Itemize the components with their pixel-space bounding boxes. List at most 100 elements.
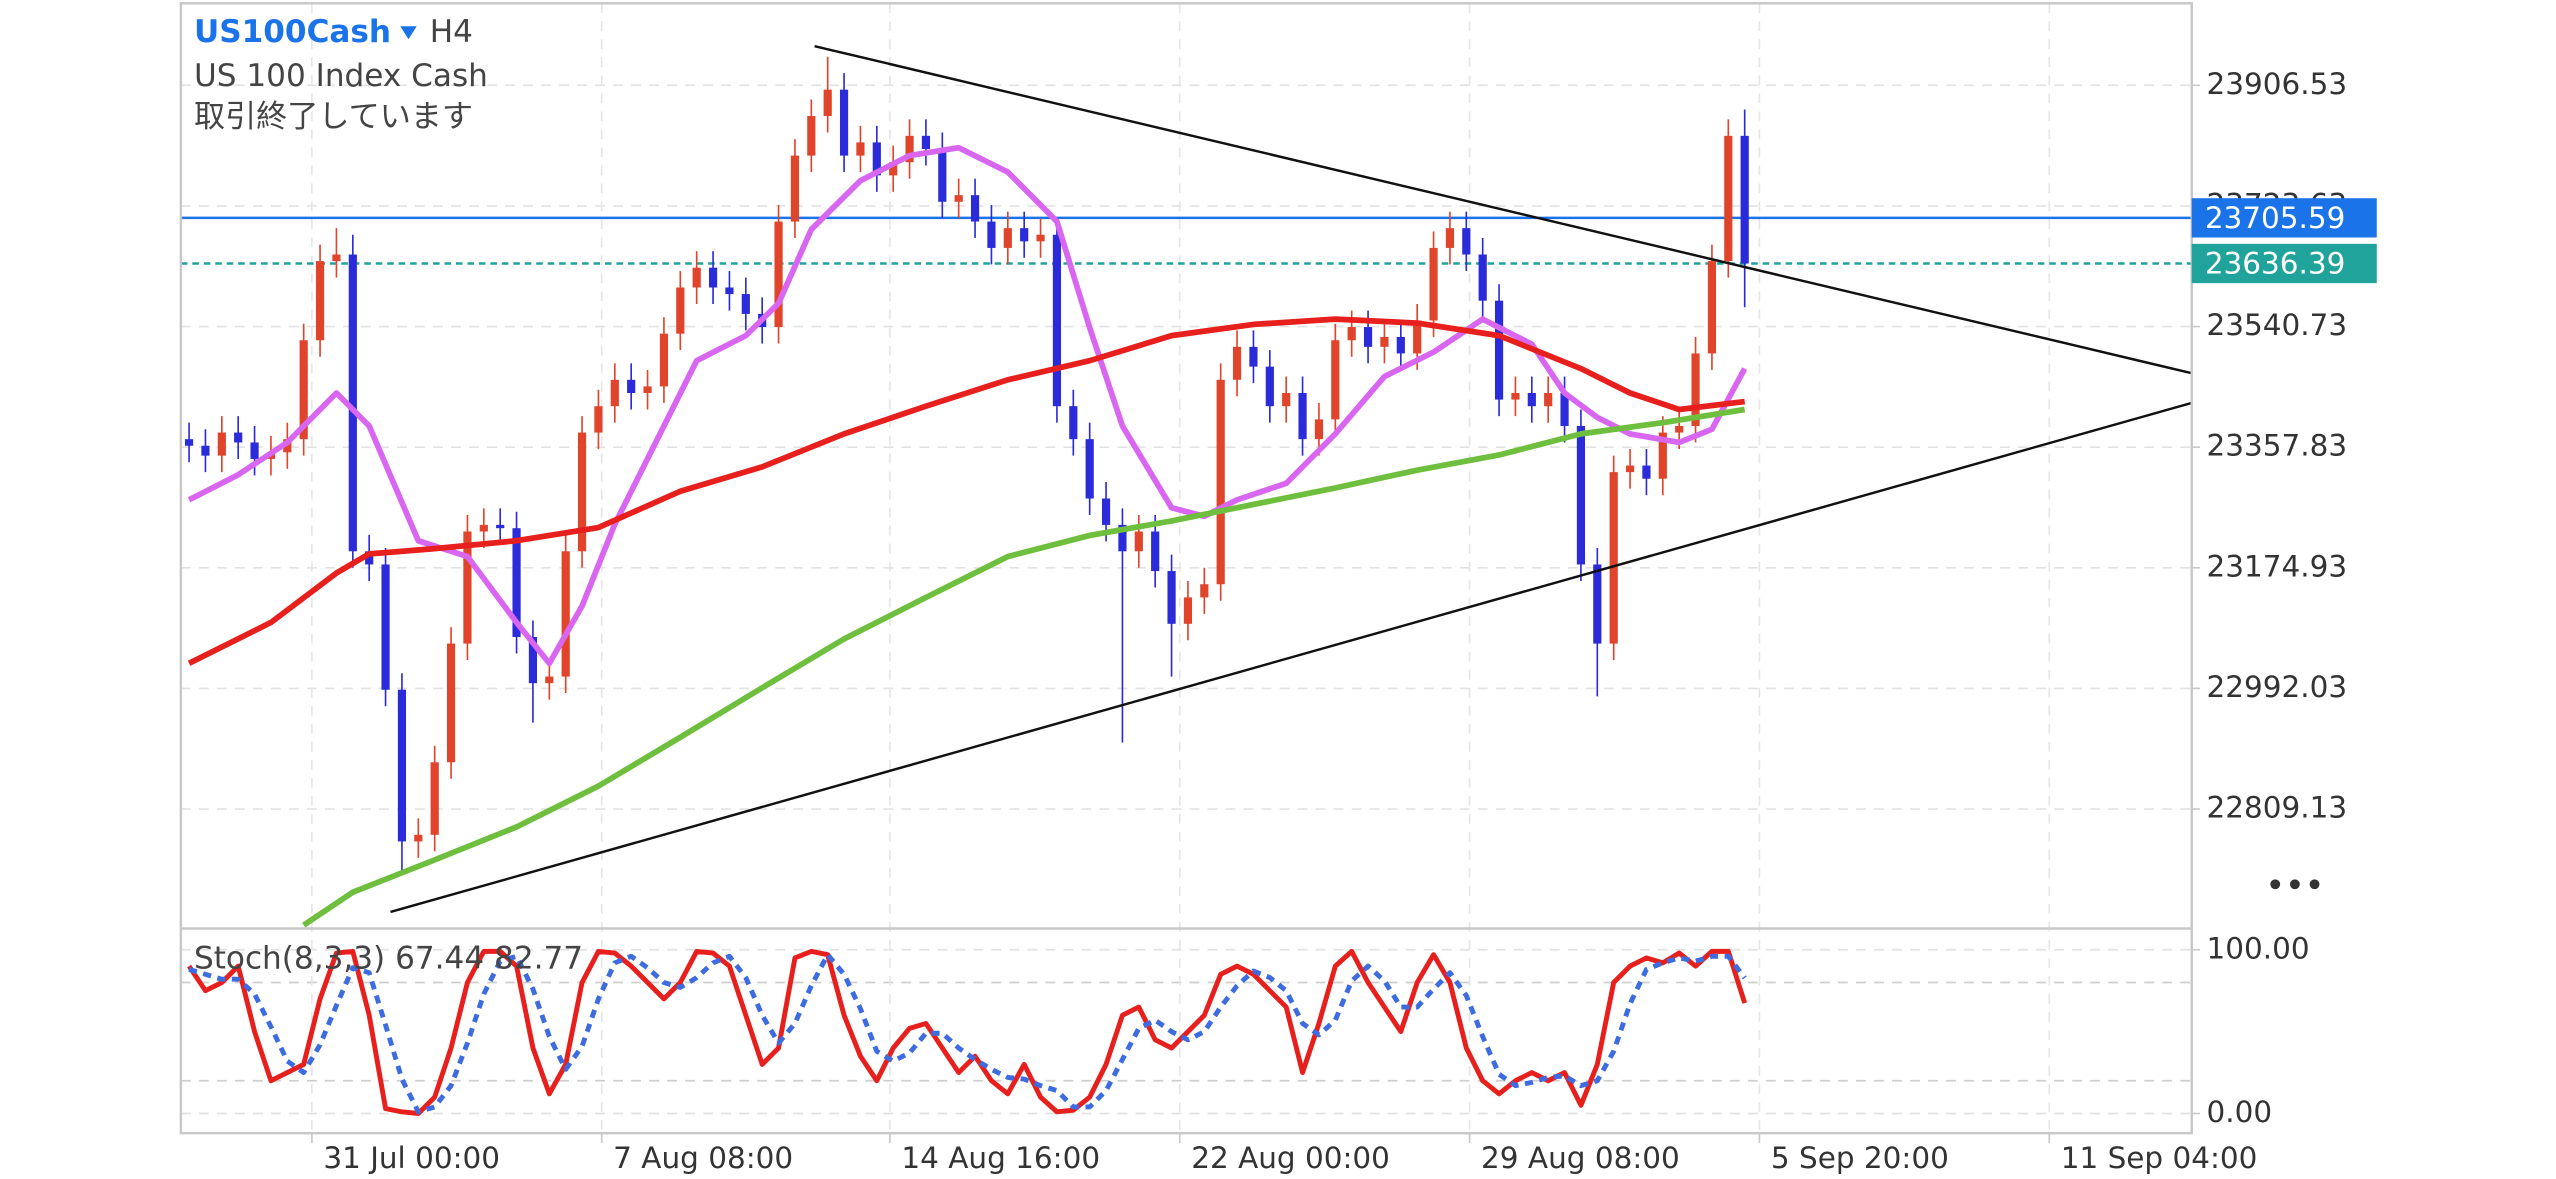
candle-body <box>1494 300 1504 400</box>
candle-body <box>839 89 849 156</box>
candle-body <box>1036 234 1045 242</box>
candle-body <box>463 531 472 644</box>
header: US100Cash H4 US 100 Index Cash 取引終了しています… <box>194 14 583 977</box>
moving-average <box>187 316 1746 666</box>
x-tick-label: 14 Aug 16:00 <box>901 1141 1100 1175</box>
candle-body <box>1020 228 1029 242</box>
stoch-panel <box>187 948 1748 1116</box>
candle-body <box>1724 135 1733 262</box>
candle-body <box>692 267 701 288</box>
candle-body <box>1052 234 1062 407</box>
candle-body <box>1544 393 1553 407</box>
candle-body <box>954 195 963 202</box>
candle-body <box>561 551 570 677</box>
candle-body <box>1265 366 1274 407</box>
candle-body <box>1183 597 1193 624</box>
candle-body <box>1658 432 1667 479</box>
x-tick-label: 22 Aug 00:00 <box>1191 1141 1390 1175</box>
candle-body <box>1429 247 1438 321</box>
candle-body <box>1085 439 1094 499</box>
moving-average <box>302 406 1746 928</box>
x-tick-label: 7 Aug 08:00 <box>613 1141 793 1175</box>
grid <box>180 3 2192 1134</box>
dot <box>2289 879 2300 890</box>
y-tick-label: 23906.53 <box>2206 67 2347 101</box>
y-tick-label: 23357.83 <box>2206 429 2347 463</box>
more-button[interactable] <box>2270 879 2320 890</box>
candle-body <box>1134 531 1143 552</box>
x-tick-label: 31 Jul 00:00 <box>323 1141 500 1175</box>
candle-body <box>299 340 308 440</box>
y-tick-label: 23540.73 <box>2206 308 2347 342</box>
price-tag <box>2191 243 2377 284</box>
y-tick-label: 22809.13 <box>2206 791 2347 825</box>
candle-body <box>807 116 816 156</box>
candle-body <box>1069 406 1078 440</box>
candle-body <box>856 142 865 156</box>
candle-body <box>1740 135 1749 264</box>
candle-body <box>1478 254 1487 301</box>
y-tick-label: 22992.03 <box>2206 670 2347 704</box>
candle-body <box>184 439 194 446</box>
candle-body <box>414 834 423 842</box>
candle-body <box>594 406 603 433</box>
candle-body <box>725 287 734 295</box>
price-tag-label: 23705.59 <box>2205 201 2346 235</box>
candle-body <box>1200 584 1209 598</box>
candle-body <box>790 155 800 222</box>
candle-body <box>1151 531 1160 572</box>
candle-body <box>365 551 374 565</box>
axes: 23906.5323723.6323540.7323357.8323174.93… <box>179 2 2347 1175</box>
candle-body <box>1527 393 1536 407</box>
candle-body <box>1003 228 1012 248</box>
x-tick-label: 5 Sep 20:00 <box>1771 1141 1949 1175</box>
candle-body <box>987 221 996 248</box>
candle-body <box>938 149 947 202</box>
candle-body <box>610 379 619 407</box>
symbol[interactable]: US100Cash <box>194 14 391 50</box>
candle-body <box>348 254 357 552</box>
y-tick-label: 23174.93 <box>2206 549 2347 583</box>
subtitle: US 100 Index Cash <box>194 58 488 94</box>
market-status: 取引終了しています <box>194 99 473 135</box>
candle-body <box>1576 425 1586 565</box>
candle-body <box>1216 379 1225 585</box>
candle-body <box>676 287 685 334</box>
candle-body <box>741 294 750 314</box>
candle-body <box>774 221 783 328</box>
candle-body <box>1363 327 1373 347</box>
candle-body <box>577 432 587 552</box>
candle-body <box>545 676 554 684</box>
candle-body <box>1249 346 1258 367</box>
candle-body <box>1314 419 1324 440</box>
dot <box>2309 879 2320 890</box>
candle-body <box>512 528 521 637</box>
candle-body <box>217 432 226 456</box>
candle-body <box>1609 472 1618 644</box>
y-tick-label: 0.00 <box>2206 1095 2272 1129</box>
x-tick-label: 11 Sep 04:00 <box>2061 1141 2258 1175</box>
candle-body <box>1118 524 1127 552</box>
timeframe[interactable]: H4 <box>430 14 473 50</box>
candle-body <box>479 524 488 532</box>
candle-body <box>315 261 325 341</box>
candle-body <box>1462 228 1471 255</box>
candle-body <box>905 135 914 163</box>
candle-body <box>1167 571 1176 624</box>
candle-body <box>823 89 832 117</box>
candle-body <box>708 267 718 288</box>
candle-body <box>627 379 636 394</box>
price-panel <box>180 44 2192 928</box>
candle-body <box>397 689 407 842</box>
candle-body <box>1707 261 1717 354</box>
candle-body <box>1625 465 1635 473</box>
candle-body <box>889 162 898 176</box>
candle-body <box>1380 336 1389 347</box>
candle-body <box>381 564 390 690</box>
candle-body <box>643 386 652 394</box>
candle-body <box>1511 393 1520 400</box>
candle-body <box>1232 346 1242 380</box>
symbol-dropdown-icon[interactable] <box>400 26 417 40</box>
